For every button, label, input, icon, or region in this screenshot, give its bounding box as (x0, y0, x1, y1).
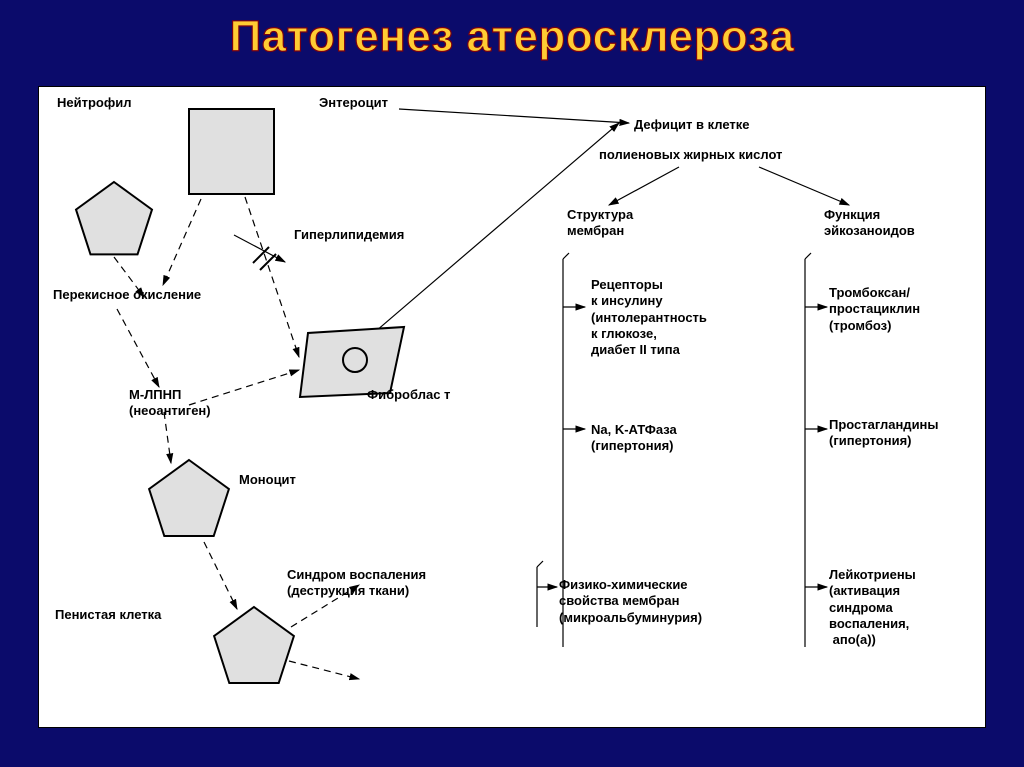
label-enterocyte: Энтероцит (319, 95, 388, 111)
label-inflammation: Синдром воспаления (деструкция ткани) (287, 567, 426, 600)
label-mldl: М-ЛПНП (неоантиген) (129, 387, 211, 420)
shape-pentagon1 (76, 182, 152, 254)
diagram-area: Нейтрофил Энтероцит Дефицит в клетке полиен… (38, 86, 986, 728)
shape-pentagon2 (149, 460, 229, 536)
label-eicosanoid_func: Функция эйкозаноидов (824, 207, 915, 240)
label-polyenic: полиеновых жирных кислот (599, 147, 782, 163)
label-hyperlipidemia: Гиперлипидемия (294, 227, 404, 243)
shape-square (189, 109, 274, 194)
label-leukotrienes: Лейкотриены (активация синдрома воспален… (829, 567, 916, 648)
shape-pentagon3 (214, 607, 294, 683)
slide-root: Патогенез атеросклероза Нейтрофил Энтероц… (0, 0, 1024, 767)
label-atp: Na, K-АТФаза (гипертония) (591, 422, 677, 455)
label-monocyte: Моноцит (239, 472, 296, 488)
label-foam: Пенистая клетка (55, 607, 161, 623)
label-membrane_struct: Структура мембран (567, 207, 633, 240)
label-fibroblast: Фиброблас т (367, 387, 450, 403)
label-thromboxane: Тромбоксан/ простациклин (тромбоз) (829, 285, 920, 334)
label-deficit: Дефицит в клетке (634, 117, 750, 133)
label-peroxidation: Перекисное окисление (53, 287, 201, 303)
slide-title: Патогенез атеросклероза (0, 12, 1024, 62)
label-physchem: Физико-химические свойства мембран (микр… (559, 577, 702, 626)
inhibitor-mark (253, 247, 276, 270)
label-prostaglandins: Простагландины (гипертония) (829, 417, 939, 450)
label-receptors: Рецепторы к инсулину (интолерантность к … (591, 277, 707, 358)
label-neutrophil: Нейтрофил (57, 95, 131, 111)
